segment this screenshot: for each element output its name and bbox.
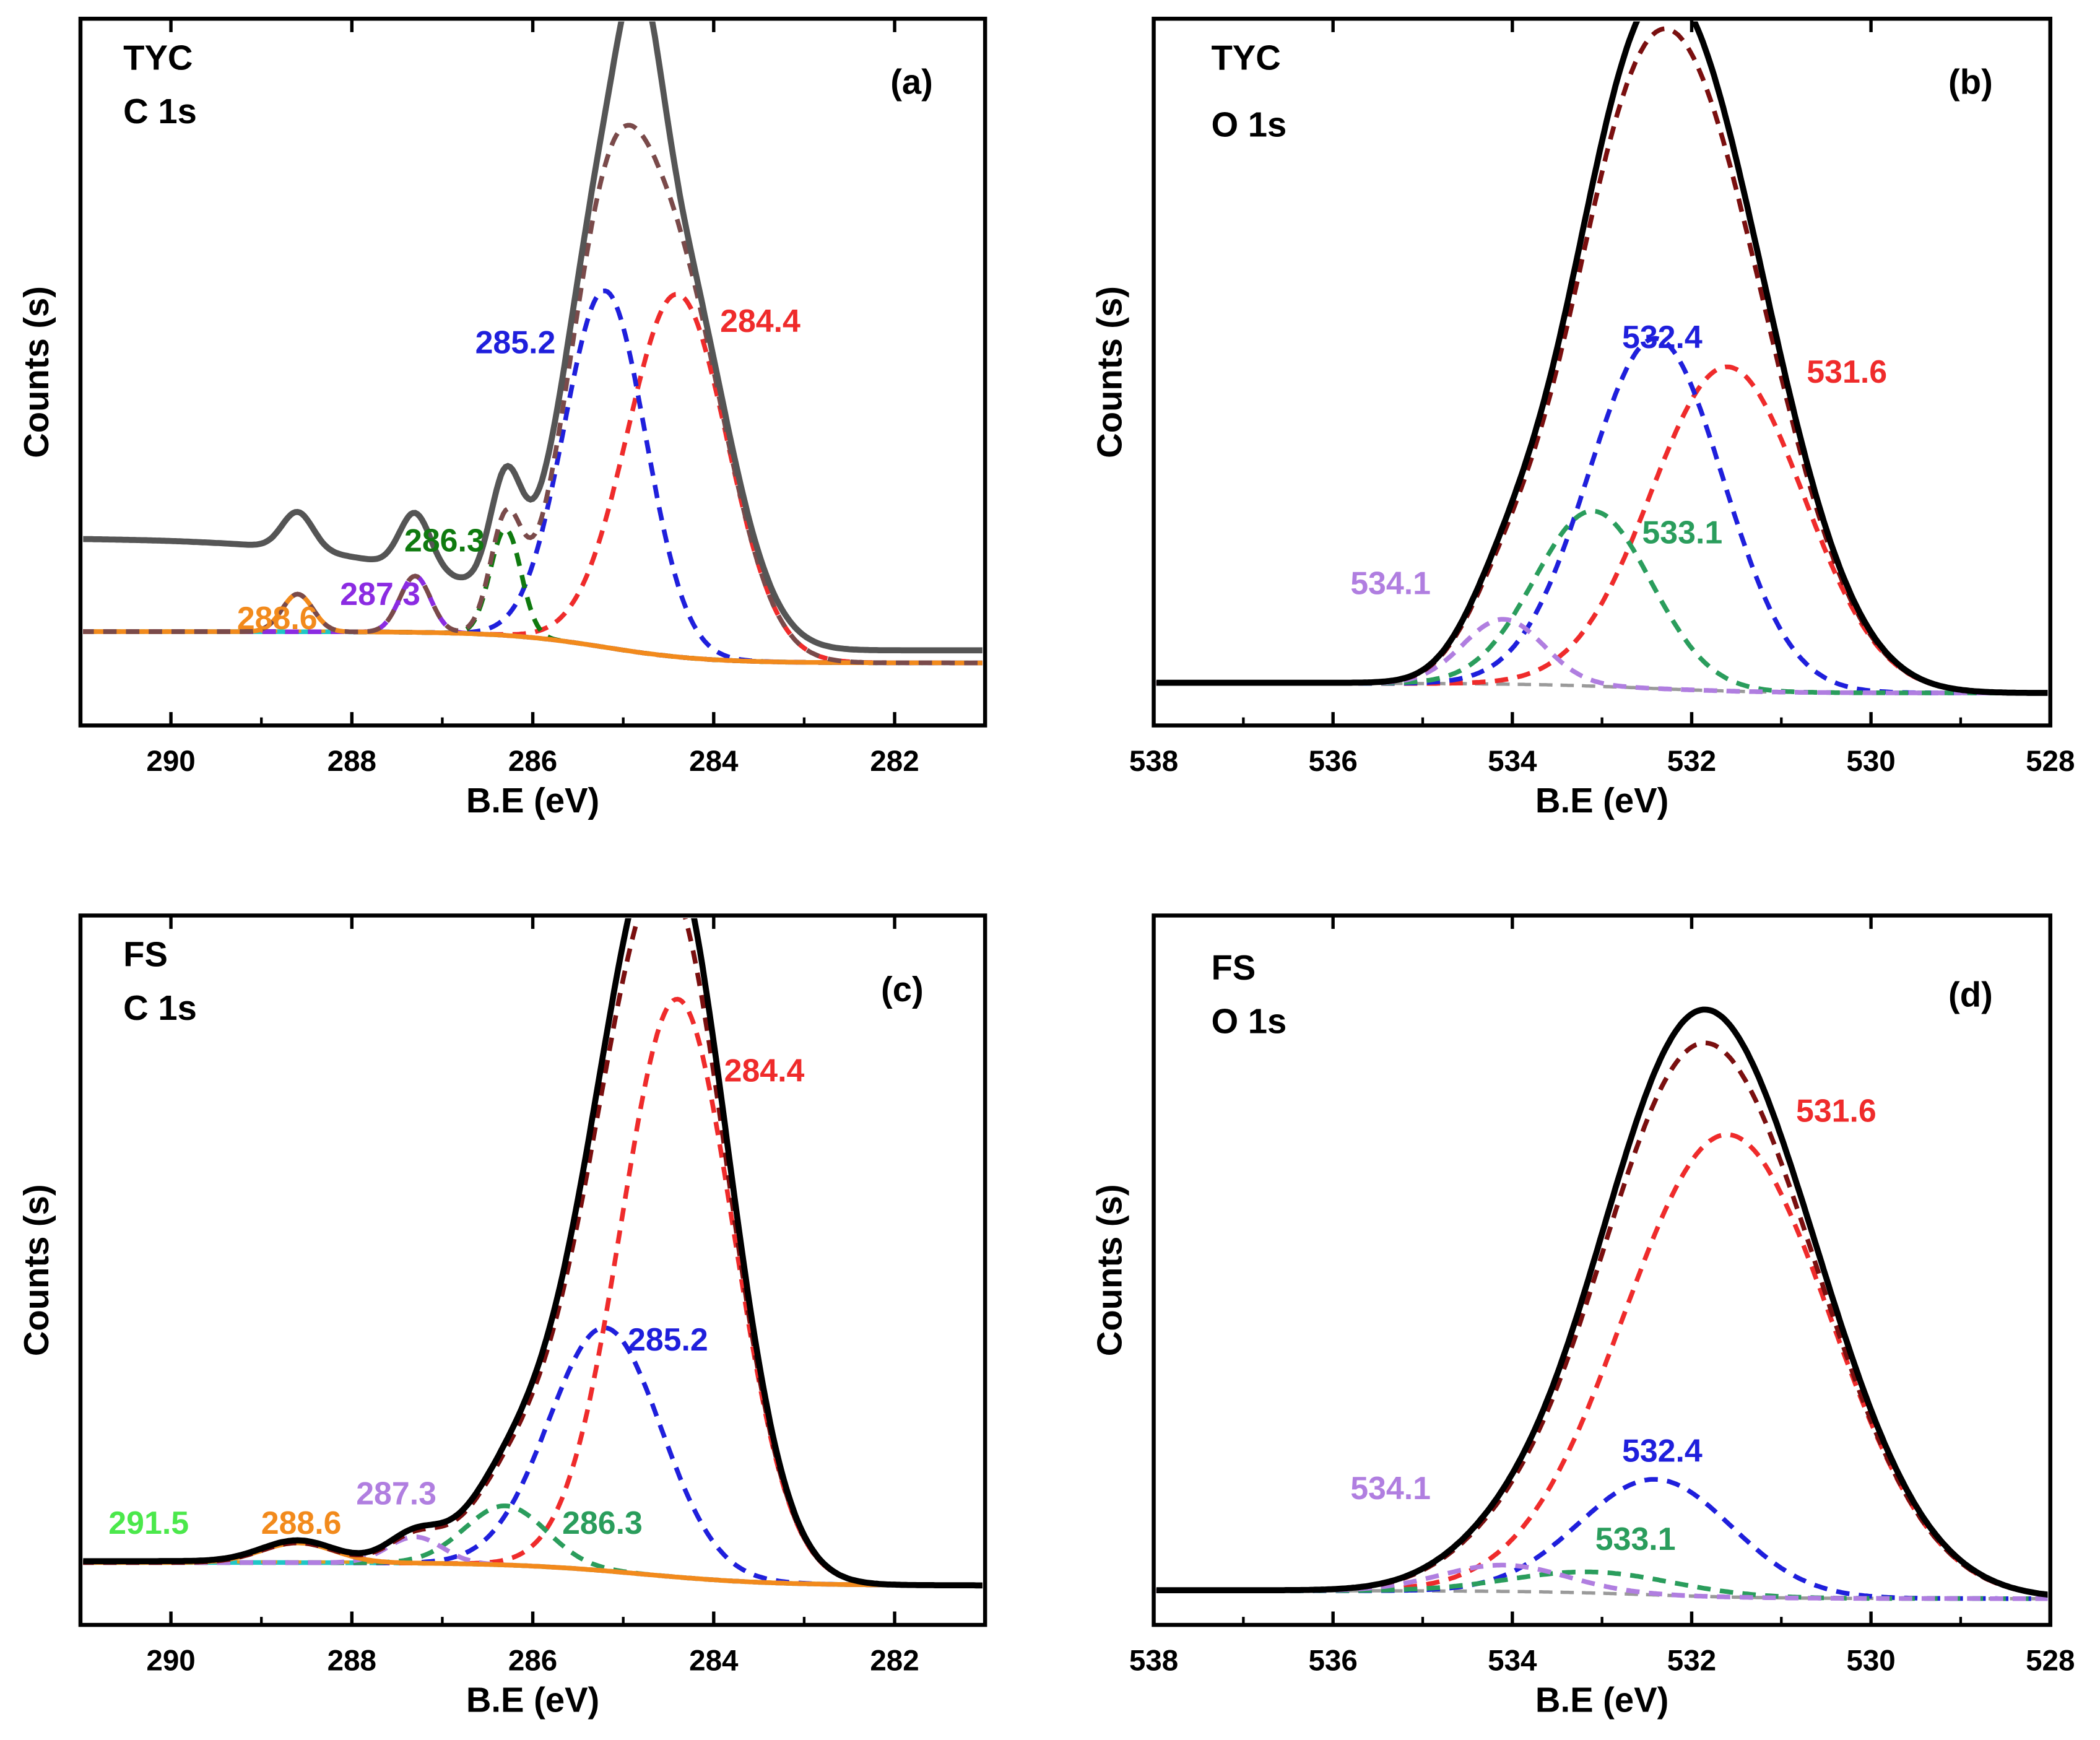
peak-label-286.3: 286.3 bbox=[562, 1505, 643, 1541]
panel-label: (a) bbox=[890, 62, 933, 101]
region-label: C 1s bbox=[123, 92, 197, 131]
x-tick-label: 282 bbox=[870, 1645, 919, 1677]
peak-label-288.6: 288.6 bbox=[237, 600, 318, 636]
panel-label: (c) bbox=[881, 970, 924, 1009]
envelope-curve bbox=[83, 21, 983, 654]
fit-sum-curve bbox=[1156, 1040, 2048, 1598]
x-axis-label: B.E (eV) bbox=[1535, 1681, 1668, 1720]
x-axis-label: B.E (eV) bbox=[1535, 781, 1668, 820]
curves bbox=[83, 918, 983, 1589]
panel-label: (b) bbox=[1948, 62, 1993, 101]
region-label: O 1s bbox=[1211, 105, 1286, 144]
sample-label: FS bbox=[1211, 948, 1256, 987]
x-tick-label: 286 bbox=[508, 1645, 557, 1677]
envelope-curve bbox=[83, 918, 983, 1589]
x-axis-label: B.E (eV) bbox=[466, 1681, 599, 1720]
sample-label: TYC bbox=[1211, 38, 1280, 77]
peak-label-285.2: 285.2 bbox=[475, 324, 556, 360]
x-tick-label: 538 bbox=[1129, 745, 1178, 778]
x-tick-label: 282 bbox=[870, 745, 919, 778]
curves bbox=[1156, 1006, 2048, 1601]
peak-label-532.4: 532.4 bbox=[1622, 319, 1703, 355]
chart-panel-2: 290 288 286 284 282 B.E (eV) Counts (s) FS C 1s (… bbox=[17, 913, 987, 1720]
peak-label-291.5: 291.5 bbox=[108, 1505, 189, 1541]
x-axis-label: B.E (eV) bbox=[466, 781, 599, 820]
peak-label-288.6: 288.6 bbox=[261, 1505, 342, 1541]
peak-curve-286.3 bbox=[83, 526, 983, 666]
x-tick-label: 536 bbox=[1308, 745, 1357, 778]
sample-label: TYC bbox=[123, 38, 193, 77]
peak-curve-531.6 bbox=[1156, 364, 2048, 695]
chart-panel-1: 538 536 534 532 530 528 B.E (eV) Counts (s) TYC O… bbox=[1090, 17, 2075, 820]
envelope-curve bbox=[1156, 21, 2048, 696]
x-tick-label: 530 bbox=[1846, 745, 1895, 778]
x-tick-label: 284 bbox=[689, 1645, 739, 1677]
fit-sum-curve bbox=[83, 918, 983, 1588]
fit-sum-curve bbox=[83, 123, 983, 666]
peak-label-287.3: 287.3 bbox=[340, 576, 420, 612]
x-tick-label: 538 bbox=[1129, 1645, 1178, 1677]
peak-label-534.1: 534.1 bbox=[1350, 565, 1431, 601]
region-label: O 1s bbox=[1211, 1002, 1286, 1041]
peak-label-287.3: 287.3 bbox=[356, 1476, 436, 1512]
peak-label-285.2: 285.2 bbox=[628, 1321, 708, 1357]
y-axis-label: Counts (s) bbox=[1090, 1184, 1129, 1356]
peak-curve-288.6 bbox=[83, 591, 983, 666]
peak-curve-534.1 bbox=[1156, 1562, 2048, 1601]
y-axis-label: Counts (s) bbox=[17, 1184, 56, 1356]
x-tick-label: 528 bbox=[2026, 745, 2075, 778]
x-tick-label: 534 bbox=[1488, 745, 1537, 778]
peak-label-531.6: 531.6 bbox=[1796, 1092, 1877, 1128]
curves bbox=[1156, 21, 2048, 696]
peak-label-286.3: 286.3 bbox=[404, 523, 485, 559]
region-label: C 1s bbox=[123, 988, 197, 1027]
panel-label: (d) bbox=[1948, 975, 1993, 1014]
peak-label-534.1: 534.1 bbox=[1350, 1470, 1431, 1506]
x-tick-label: 290 bbox=[146, 1645, 195, 1677]
x-tick-label: 532 bbox=[1667, 1645, 1716, 1677]
x-tick-label: 530 bbox=[1846, 1645, 1895, 1677]
peak-curve-533.1 bbox=[1156, 1569, 2048, 1601]
chart-panel-0: 290 288 286 284 282 B.E (eV) Counts (s) TYC C 1s… bbox=[17, 17, 987, 820]
x-tick-label: 290 bbox=[146, 745, 195, 778]
plot-frame bbox=[1152, 17, 2052, 728]
x-tick-label: 284 bbox=[689, 745, 739, 778]
x-tick-label: 288 bbox=[328, 745, 376, 778]
peak-label-533.1: 533.1 bbox=[1595, 1521, 1676, 1557]
x-tick-label: 534 bbox=[1488, 1645, 1537, 1677]
plot-frame bbox=[78, 913, 987, 1627]
y-axis-label: Counts (s) bbox=[1090, 286, 1129, 458]
x-tick-label: 288 bbox=[328, 1645, 376, 1677]
peak-label-532.4: 532.4 bbox=[1622, 1432, 1703, 1468]
envelope-curve bbox=[1156, 1006, 2048, 1598]
y-axis-label: Counts (s) bbox=[17, 286, 56, 458]
x-tick-label: 532 bbox=[1667, 745, 1716, 778]
plot-frame bbox=[1152, 913, 2052, 1627]
peak-curve-284.4 bbox=[83, 996, 983, 1588]
peak-label-533.1: 533.1 bbox=[1642, 515, 1722, 550]
x-tick-label: 536 bbox=[1308, 1645, 1357, 1677]
peak-label-284.4: 284.4 bbox=[724, 1053, 805, 1089]
curves bbox=[83, 21, 983, 666]
x-tick-label: 286 bbox=[508, 745, 557, 778]
sample-label: FS bbox=[123, 935, 168, 974]
peak-label-531.6: 531.6 bbox=[1807, 354, 1887, 389]
x-tick-label: 528 bbox=[2026, 1645, 2075, 1677]
peak-label-284.4: 284.4 bbox=[720, 303, 801, 339]
chart-panel-3: 538 536 534 532 530 528 B.E (eV) Counts (s) FS O … bbox=[1090, 913, 2075, 1720]
